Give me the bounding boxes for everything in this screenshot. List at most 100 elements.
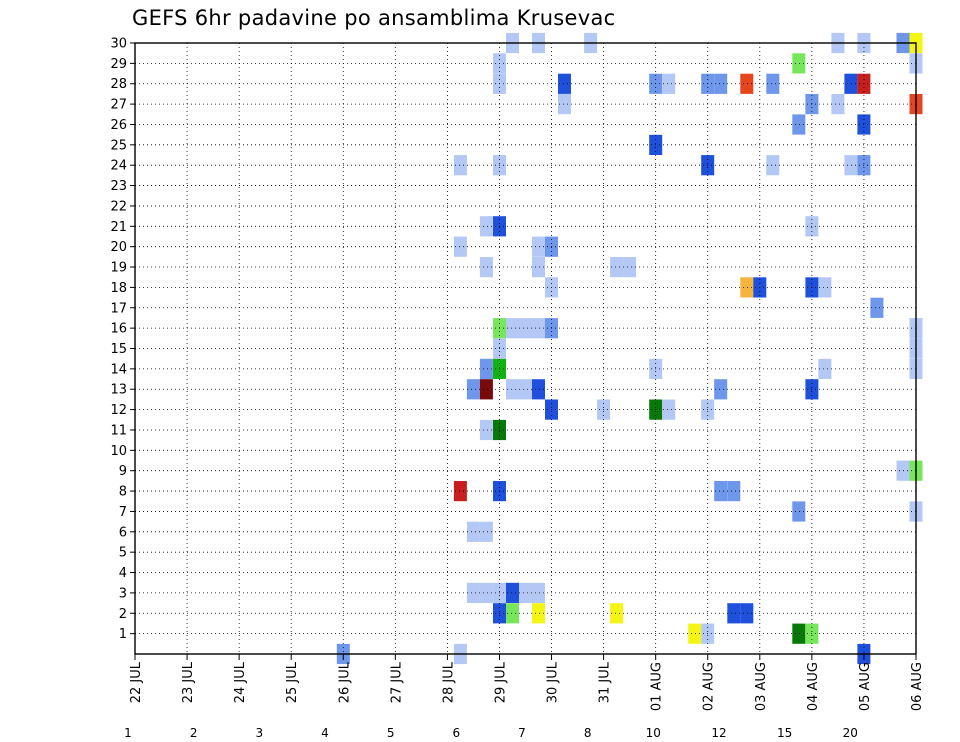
y-tick-label: 9 (119, 464, 127, 479)
heatmap-cell (558, 73, 571, 94)
heatmap-cell (727, 481, 741, 502)
heatmap-cell (870, 297, 884, 318)
legend-label: 4 (321, 726, 329, 740)
heatmap-cell (740, 73, 754, 94)
heatmap-cell (532, 379, 545, 400)
y-tick-label: 8 (119, 485, 127, 500)
y-tick-label: 25 (110, 138, 127, 153)
heatmap-cell (610, 257, 624, 278)
x-tick-label: 26 JUL (337, 661, 352, 703)
heatmap-cell (506, 318, 519, 339)
plot-frame (134, 42, 917, 655)
legend-label: 1 (124, 726, 132, 740)
y-tick-label: 29 (110, 57, 127, 72)
heatmap-cell (844, 155, 858, 176)
heatmap-cell (727, 603, 741, 624)
heatmap-cell (506, 603, 519, 624)
heatmap-cell (844, 73, 858, 94)
y-tick-label: 23 (110, 179, 127, 194)
legend-label: 12 (711, 726, 726, 740)
legend-label: 3 (255, 726, 263, 740)
y-tick-label: 21 (110, 220, 127, 235)
y-tick-label: 2 (119, 607, 127, 622)
legend-label: 20 (843, 726, 858, 740)
y-tick-label: 7 (119, 505, 127, 520)
heatmap-cell (766, 155, 780, 176)
y-tick-label: 26 (110, 118, 127, 133)
heatmap-cell (818, 358, 832, 379)
y-tick-label: 3 (119, 586, 127, 601)
x-tick-label: 01 AUG (650, 662, 665, 711)
y-tick-label: 16 (110, 322, 127, 337)
x-tick-label: 23 JUL (181, 661, 196, 703)
legend-label: 6 (452, 726, 460, 740)
heatmap-cell (740, 277, 754, 298)
y-tick-label: 6 (119, 525, 127, 540)
chart-title: GEFS 6hr padavine po ansamblima Krusevac (132, 6, 616, 30)
y-tick-label: 4 (119, 566, 127, 581)
heatmap-cell (532, 603, 545, 624)
heatmap-cell (792, 114, 806, 135)
heatmap-cell (792, 501, 806, 522)
y-tick-label: 19 (110, 261, 127, 276)
heatmap-cell (466, 521, 480, 542)
x-tick-label: 27 JUL (389, 661, 404, 703)
heatmap-cell (714, 481, 728, 502)
y-tick-label: 20 (110, 240, 127, 255)
heatmap-cell (792, 53, 806, 74)
y-tick-label: 11 (110, 423, 127, 438)
heatmap-cells (336, 32, 923, 665)
heatmap-cell (532, 236, 545, 257)
heatmap-cell (479, 521, 493, 542)
legend-label: 7 (518, 726, 526, 740)
x-tick-label: 29 JUL (494, 661, 509, 703)
heatmap-cell (714, 379, 728, 400)
heatmap-cell (479, 419, 493, 441)
heatmap-cell (479, 582, 493, 603)
y-tick-label: 18 (110, 281, 127, 296)
heatmap-cell (818, 277, 832, 298)
legend-label: 5 (387, 726, 395, 740)
heatmap-cell (662, 399, 676, 420)
x-tick-label: 02 AUG (702, 662, 717, 711)
heatmap-cell (466, 379, 480, 400)
y-tick-label: 15 (110, 342, 127, 357)
heatmap-cell (831, 94, 845, 115)
x-tick-label: 28 JUL (441, 661, 456, 703)
heatmap-cell (740, 603, 754, 624)
x-tick-label: 24 JUL (233, 661, 248, 703)
heatmap-cell (479, 216, 493, 237)
heatmap-cell (506, 582, 519, 603)
x-tick-label: 25 JUL (285, 661, 300, 703)
heatmap-cell (610, 603, 624, 624)
heatmap-cell (766, 73, 780, 94)
heatmap-cell (519, 318, 532, 339)
heatmap-cell (532, 257, 545, 278)
heatmap-cell (558, 94, 571, 115)
y-tick-label: 27 (110, 98, 127, 113)
axes: 1234567891011121314151617181920212223242… (110, 37, 925, 712)
x-tick-label: 04 AUG (806, 662, 821, 711)
heatmap-cell (714, 73, 728, 94)
y-tick-label: 30 (110, 37, 127, 52)
y-tick-label: 14 (110, 362, 127, 377)
heatmap-cell (688, 623, 702, 644)
heatmap-cell (519, 582, 532, 603)
heatmap-cell (453, 155, 467, 176)
x-tick-label: 03 AUG (754, 662, 769, 711)
legend-label: 15 (777, 726, 792, 740)
y-tick-label: 13 (110, 383, 127, 398)
heatmap-cell (479, 379, 493, 400)
y-tick-label: 28 (110, 77, 127, 92)
heatmap-cell (466, 582, 480, 603)
legend-label: 2 (190, 726, 198, 740)
grid-lines (135, 42, 916, 654)
x-tick-label: 31 JUL (598, 661, 613, 703)
heatmap-cell (532, 582, 545, 603)
x-tick-label: 30 JUL (546, 661, 561, 703)
legend-label: 8 (584, 726, 592, 740)
x-tick-label: 05 AUG (858, 662, 873, 711)
x-tick-label: 06 AUG (910, 662, 925, 711)
y-tick-label: 24 (110, 159, 127, 174)
